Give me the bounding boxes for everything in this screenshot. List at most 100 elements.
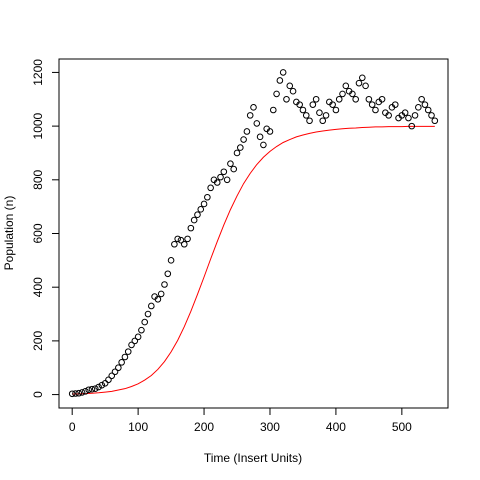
data-point bbox=[266, 128, 274, 135]
data-point bbox=[302, 112, 310, 119]
data-point bbox=[401, 109, 409, 116]
data-point bbox=[312, 95, 320, 103]
data-point bbox=[362, 82, 369, 90]
data-point bbox=[154, 295, 162, 303]
x-tick-label: 100 bbox=[128, 420, 148, 434]
data-point bbox=[408, 122, 416, 130]
data-point bbox=[319, 117, 327, 125]
y-tick-label: 0 bbox=[31, 391, 45, 398]
data-point bbox=[134, 333, 142, 341]
logistic-model-line bbox=[72, 125, 435, 395]
y-axis: 0 200 400 600 800 1000 1200 bbox=[31, 59, 60, 398]
logistic-model-line-layer bbox=[72, 125, 435, 395]
data-point bbox=[217, 173, 224, 181]
data-point bbox=[187, 224, 195, 232]
data-point bbox=[405, 114, 412, 122]
data-point bbox=[105, 376, 112, 384]
x-axis-title: Time (Insert Units) bbox=[204, 451, 302, 465]
data-point bbox=[82, 388, 89, 395]
data-point bbox=[144, 310, 152, 318]
y-tick-label: 400 bbox=[31, 277, 45, 297]
data-point bbox=[121, 353, 129, 361]
data-point bbox=[220, 168, 228, 176]
x-tick-label: 0 bbox=[69, 420, 76, 434]
y-axis-title: Population (n) bbox=[2, 196, 16, 271]
data-point bbox=[273, 90, 280, 98]
data-point bbox=[391, 101, 399, 108]
data-point bbox=[184, 235, 191, 243]
data-point bbox=[329, 101, 336, 108]
data-point bbox=[276, 77, 284, 84]
data-point bbox=[167, 257, 175, 264]
y-tick-label: 200 bbox=[31, 331, 45, 351]
data-point bbox=[111, 368, 119, 376]
data-point bbox=[299, 106, 307, 114]
data-point bbox=[174, 235, 181, 243]
data-point bbox=[365, 95, 373, 103]
data-point bbox=[95, 383, 102, 391]
data-point bbox=[339, 90, 346, 98]
data-point bbox=[141, 318, 149, 326]
data-point bbox=[421, 101, 429, 108]
y-tick-label: 800 bbox=[31, 169, 45, 189]
data-point bbox=[431, 117, 439, 125]
data-point bbox=[250, 104, 257, 111]
data-point bbox=[148, 302, 155, 310]
data-point bbox=[161, 281, 168, 288]
data-point bbox=[243, 128, 251, 135]
data-point bbox=[108, 372, 116, 380]
data-point bbox=[260, 141, 267, 149]
data-point bbox=[138, 326, 145, 334]
data-point bbox=[75, 389, 83, 397]
data-point bbox=[204, 193, 211, 201]
data-point bbox=[101, 380, 109, 387]
data-point bbox=[124, 348, 132, 355]
data-point bbox=[230, 165, 238, 173]
data-point bbox=[180, 240, 188, 248]
data-point bbox=[358, 74, 366, 82]
data-point bbox=[88, 385, 96, 393]
data-point bbox=[190, 216, 198, 224]
data-point bbox=[227, 160, 234, 167]
data-point bbox=[68, 390, 76, 398]
data-point bbox=[306, 117, 313, 125]
data-point bbox=[157, 290, 165, 298]
data-point bbox=[286, 82, 294, 90]
data-point bbox=[316, 109, 323, 116]
data-point bbox=[233, 149, 241, 157]
data-point bbox=[253, 120, 261, 127]
data-point bbox=[131, 337, 139, 345]
data-point bbox=[256, 133, 264, 141]
data-point bbox=[296, 101, 303, 108]
data-point bbox=[415, 104, 422, 111]
data-point bbox=[378, 95, 386, 103]
data-point bbox=[335, 95, 343, 103]
data-point bbox=[349, 90, 356, 98]
x-tick-label: 500 bbox=[392, 420, 412, 434]
data-point bbox=[411, 112, 419, 119]
data-point bbox=[246, 112, 254, 119]
data-point bbox=[332, 106, 340, 114]
plot-frame bbox=[58, 58, 449, 409]
x-tick-label: 400 bbox=[326, 420, 346, 434]
data-point bbox=[91, 385, 99, 392]
data-point bbox=[355, 79, 363, 87]
y-tick-label: 1000 bbox=[31, 112, 45, 139]
data-point bbox=[342, 82, 350, 90]
data-point bbox=[428, 112, 435, 119]
data-point bbox=[279, 69, 287, 76]
data-point bbox=[283, 95, 290, 103]
x-axis: 0 100 200 300 400 500 bbox=[69, 407, 412, 434]
x-tick-label: 300 bbox=[260, 420, 280, 434]
data-point bbox=[269, 106, 277, 114]
data-point bbox=[368, 101, 376, 108]
data-point bbox=[207, 184, 214, 192]
data-point bbox=[200, 200, 208, 208]
data-point bbox=[289, 87, 297, 95]
data-point bbox=[72, 390, 79, 397]
data-point bbox=[197, 206, 205, 213]
data-point bbox=[115, 364, 122, 372]
data-point bbox=[240, 136, 247, 143]
y-tick-label: 600 bbox=[31, 223, 45, 243]
